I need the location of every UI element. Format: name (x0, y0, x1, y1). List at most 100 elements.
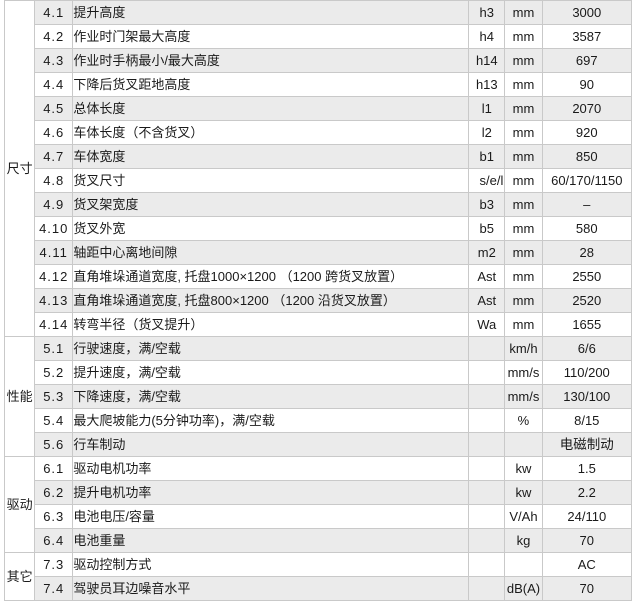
symbol-cell: h13 (468, 72, 506, 97)
value-cell: 850 (541, 144, 632, 169)
row-number-cell: 4.5 (34, 96, 74, 121)
value-cell: 130/100 (541, 384, 632, 409)
row-label-cell: 行驶速度，满/空载 (72, 336, 470, 361)
table-row: 性能 5.1 行驶速度，满/空载 km/h 6/6 (3, 336, 632, 457)
unit-cell: mm (504, 0, 543, 25)
unit-cell: kw (504, 456, 543, 481)
row-number-cell: 4.11 (34, 240, 74, 265)
table-row: 尺寸 4.1 提升高度 h3 mm 3000 (3, 0, 632, 337)
symbol-cell: h3 (468, 0, 506, 25)
symbol-cell (468, 552, 506, 577)
category-cell: 其它 (3, 552, 36, 601)
symbol-cell: b1 (468, 144, 506, 169)
value-cell: 6/6 (541, 336, 632, 361)
value-cell: 28 (541, 240, 632, 265)
symbol-cell (468, 336, 506, 361)
table-row: 4.7 车体宽度 b1 mm 850 (5, 144, 632, 169)
value-cell: 920 (541, 120, 632, 145)
row-number-cell: 4.3 (34, 48, 74, 73)
symbol-cell: Wa (468, 312, 506, 337)
value-cell: 70 (541, 528, 632, 553)
value-cell: 1655 (541, 312, 632, 337)
value-cell: 90 (541, 72, 632, 97)
unit-cell: km/h (504, 336, 543, 361)
row-label-cell: 提升高度 (72, 0, 470, 25)
row-label-cell: 提升电机功率 (72, 480, 470, 505)
symbol-cell: Ast (468, 288, 506, 313)
unit-cell: mm (504, 24, 543, 49)
unit-cell: mm (504, 120, 543, 145)
unit-cell: mm (504, 216, 543, 241)
value-cell: 3000 (541, 0, 632, 25)
table-row: 4.11 轴距中心离地间隙 m2 mm 28 (5, 240, 632, 265)
symbol-cell: h4 (468, 24, 506, 49)
category-cell: 驱动 (3, 456, 36, 553)
table-row: 4.2 作业时门架最大高度 h4 mm 3587 (5, 24, 632, 49)
row-label-cell: 最大爬坡能力(5分钟功率)，满/空载 (72, 408, 470, 433)
unit-cell: mm (504, 312, 543, 337)
table-row: 4.9 货叉架宽度 b3 mm – (5, 192, 632, 217)
row-number-cell: 4.12 (34, 264, 74, 289)
value-cell: 电磁制动 (541, 432, 632, 457)
specification-table-body: 尺寸 4.1 提升高度 h3 mm 3000 4.2 作业时门架最大高度 h4 mm 3587 4.3… (3, 0, 632, 601)
unit-cell (504, 552, 543, 577)
unit-cell: mm (504, 192, 543, 217)
row-label-cell: 电池重量 (72, 528, 470, 553)
symbol-cell: l2 (468, 120, 506, 145)
value-cell: 2070 (541, 96, 632, 121)
symbol-cell: l1 (468, 96, 506, 121)
value-cell: 2.2 (541, 480, 632, 505)
table-row: 其它 7.3 驱动控制方式 AC (3, 552, 632, 601)
row-label-cell: 驱动控制方式 (72, 552, 470, 577)
value-cell: 2550 (541, 264, 632, 289)
value-cell: 70 (541, 576, 632, 601)
value-cell: 1.5 (541, 456, 632, 481)
row-number-cell: 4.6 (34, 120, 74, 145)
symbol-cell (468, 384, 506, 409)
unit-cell: kw (504, 480, 543, 505)
unit-cell: mm/s (504, 384, 543, 409)
value-cell: 3587 (541, 24, 632, 49)
row-label-cell: 电池电压/容量 (72, 504, 470, 529)
row-label-cell: 驱动电机功率 (72, 456, 470, 481)
value-cell: 110/200 (541, 360, 632, 385)
unit-cell (504, 432, 543, 457)
row-number-cell: 4.1 (34, 0, 74, 25)
table-row: 4.4 下降后货叉距地高度 h13 mm 90 (5, 72, 632, 97)
row-number-cell: 4.7 (34, 144, 74, 169)
row-number-cell: 6.1 (34, 456, 74, 481)
table-row: 5.6 行车制动 电磁制动 (5, 432, 632, 457)
symbol-cell: m2 (468, 240, 506, 265)
row-number-cell: 6.4 (34, 528, 74, 553)
symbol-cell (468, 456, 506, 481)
row-label-cell: 轴距中心离地间隙 (72, 240, 470, 265)
table-row: 6.3 电池电压/容量 V/Ah 24/110 (5, 504, 632, 529)
symbol-text: s/e/l (479, 173, 504, 188)
row-number-cell: 5.4 (34, 408, 74, 433)
table-row: 4.3 作业时手柄最小/最大高度 h14 mm 697 (5, 48, 632, 73)
category-cell: 尺寸 (3, 0, 36, 337)
row-number-cell: 4.8 (34, 168, 74, 193)
row-label-cell: 总体长度 (72, 96, 470, 121)
row-number-cell: 7.4 (34, 576, 74, 601)
row-number-cell: 5.2 (34, 360, 74, 385)
symbol-cell (468, 480, 506, 505)
row-label-cell: 作业时手柄最小/最大高度 (72, 48, 470, 73)
table-row: 4.10 货叉外宽 b5 mm 580 (5, 216, 632, 241)
value-cell: AC (541, 552, 632, 577)
value-cell: 580 (541, 216, 632, 241)
specification-table: 尺寸 4.1 提升高度 h3 mm 3000 4.2 作业时门架最大高度 h4 mm 3587 4.3… (3, 0, 632, 601)
table-row: 4.8 货叉尺寸 s/e/l mm 60/170/1150 (5, 168, 632, 193)
row-number-cell: 5.1 (34, 336, 74, 361)
table-row: 4.5 总体长度 l1 mm 2070 (5, 96, 632, 121)
symbol-cell (468, 432, 506, 457)
table-row: 4.6 车体长度（不含货叉） l2 mm 920 (5, 120, 632, 145)
symbol-cell (468, 528, 506, 553)
row-number-cell: 4.14 (34, 312, 74, 337)
unit-cell: % (504, 408, 543, 433)
unit-cell: mm/s (504, 360, 543, 385)
category-cell: 性能 (3, 336, 36, 457)
symbol-cell: Ast (468, 264, 506, 289)
unit-cell: mm (504, 264, 543, 289)
table-row: 4.13 直角堆垛通道宽度, 托盘800×1200 （1200 沿货叉放置） Ast… (5, 288, 632, 313)
